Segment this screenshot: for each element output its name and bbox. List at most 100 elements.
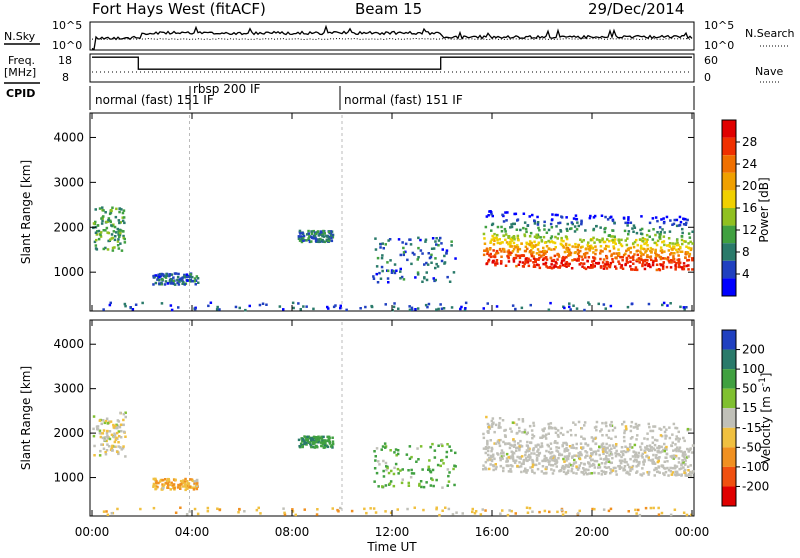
scatter-cell bbox=[670, 444, 674, 448]
scatter-cell bbox=[623, 229, 627, 233]
scatter-cell bbox=[176, 275, 180, 279]
scatter-cell bbox=[454, 451, 457, 455]
scatter-cell bbox=[600, 214, 604, 217]
scatter-cell bbox=[399, 270, 402, 273]
colorbar-tick-label: -15 bbox=[742, 421, 762, 435]
scatter-cell bbox=[123, 237, 126, 241]
scatter-cell bbox=[450, 306, 454, 309]
scatter-cell bbox=[683, 469, 686, 473]
scatter-cell bbox=[528, 506, 532, 510]
scatter-cell bbox=[634, 425, 638, 429]
scatter-cell bbox=[509, 443, 512, 447]
scatter-cell bbox=[624, 425, 628, 428]
scatter-cell bbox=[508, 245, 512, 248]
scatter-cell bbox=[640, 215, 643, 218]
scatter-cell bbox=[177, 272, 180, 276]
scatter-cell bbox=[632, 426, 636, 429]
colorbar-tick-label: 200 bbox=[742, 343, 765, 357]
scatter-cell bbox=[106, 248, 110, 251]
scatter-cell bbox=[580, 219, 583, 223]
scatter-cell bbox=[547, 308, 551, 311]
scatter-cell bbox=[579, 451, 582, 454]
colorbar-tick-label: 24 bbox=[742, 157, 757, 171]
scatter-cell bbox=[605, 424, 608, 428]
scatter-cell bbox=[532, 251, 535, 254]
scatter-cell bbox=[583, 469, 586, 472]
scatter-cell bbox=[339, 506, 342, 510]
scatter-cell bbox=[118, 235, 121, 238]
scatter-cell bbox=[644, 251, 647, 254]
scatter-cell bbox=[621, 258, 624, 262]
scatter-cell bbox=[622, 453, 625, 457]
scatter-cell bbox=[523, 262, 526, 266]
scatter-cell bbox=[566, 430, 569, 434]
scatter-cell bbox=[319, 436, 322, 440]
scatter-cell bbox=[381, 485, 384, 488]
scatter-cell bbox=[496, 262, 499, 265]
scatter-cell bbox=[423, 276, 426, 279]
scatter-cell bbox=[315, 513, 319, 516]
scatter-cell bbox=[675, 446, 679, 449]
scatter-cell bbox=[682, 511, 686, 514]
scatter-cell bbox=[317, 234, 321, 237]
scatter-cell bbox=[682, 217, 685, 220]
scatter-cell bbox=[604, 457, 608, 461]
scatter-cell bbox=[661, 228, 664, 231]
scatter-cell bbox=[118, 425, 122, 429]
scatter-cell bbox=[321, 439, 324, 442]
scatter-cell bbox=[597, 472, 600, 475]
scatter-cell bbox=[683, 439, 686, 443]
scatter-cell bbox=[436, 265, 440, 268]
scatter-cell bbox=[191, 486, 194, 489]
scatter-cell bbox=[500, 230, 504, 233]
scatter-cell bbox=[614, 452, 617, 455]
scatter-cell bbox=[685, 264, 689, 268]
scatter-cell bbox=[514, 512, 517, 515]
scatter-cell bbox=[676, 437, 680, 440]
scatter-cell bbox=[113, 434, 117, 437]
scatter-cell bbox=[174, 511, 178, 514]
scatter-cell bbox=[613, 235, 616, 238]
scatter-cell bbox=[631, 436, 634, 439]
scatter-cell bbox=[608, 454, 611, 457]
scatter-cell bbox=[317, 438, 321, 441]
scatter-cell bbox=[599, 249, 603, 252]
scatter-cell bbox=[117, 441, 120, 444]
scatter-cell bbox=[500, 255, 503, 258]
scatter-cell bbox=[497, 441, 501, 445]
scatter-cell bbox=[599, 430, 602, 433]
scatter-cell bbox=[108, 437, 112, 441]
scatter-cell bbox=[539, 445, 542, 449]
colorbar-swatch bbox=[722, 155, 736, 173]
scatter-cell bbox=[680, 462, 683, 466]
scatter-cell bbox=[587, 241, 590, 244]
scatter-cell bbox=[687, 242, 690, 245]
scatter-cell bbox=[525, 261, 528, 264]
scatter-cell bbox=[315, 440, 318, 444]
scatter-cell bbox=[516, 455, 519, 459]
scatter-cell bbox=[575, 217, 578, 221]
scatter-cell bbox=[381, 254, 384, 257]
scatter-cell bbox=[629, 256, 632, 259]
scatter-cell bbox=[430, 247, 434, 250]
scatter-cell bbox=[648, 425, 651, 429]
scatter-cell bbox=[410, 468, 413, 472]
scatter-cell bbox=[545, 256, 548, 259]
scatter-cell bbox=[535, 454, 539, 457]
scatter-cell bbox=[189, 478, 192, 481]
scatter-cell bbox=[482, 432, 485, 436]
scatter-cell bbox=[691, 257, 694, 260]
scatter-cell bbox=[524, 451, 527, 454]
scatter-cell bbox=[518, 260, 522, 264]
scatter-cell bbox=[553, 248, 556, 251]
scatter-cell bbox=[679, 250, 682, 253]
scatter-cell bbox=[631, 467, 634, 471]
scatter-cell bbox=[325, 238, 329, 241]
scatter-cell bbox=[545, 265, 548, 268]
scatter-cell bbox=[118, 435, 121, 438]
scatter-cell bbox=[662, 235, 666, 238]
scatter-cell bbox=[687, 469, 690, 472]
scatter-cell bbox=[520, 455, 524, 458]
